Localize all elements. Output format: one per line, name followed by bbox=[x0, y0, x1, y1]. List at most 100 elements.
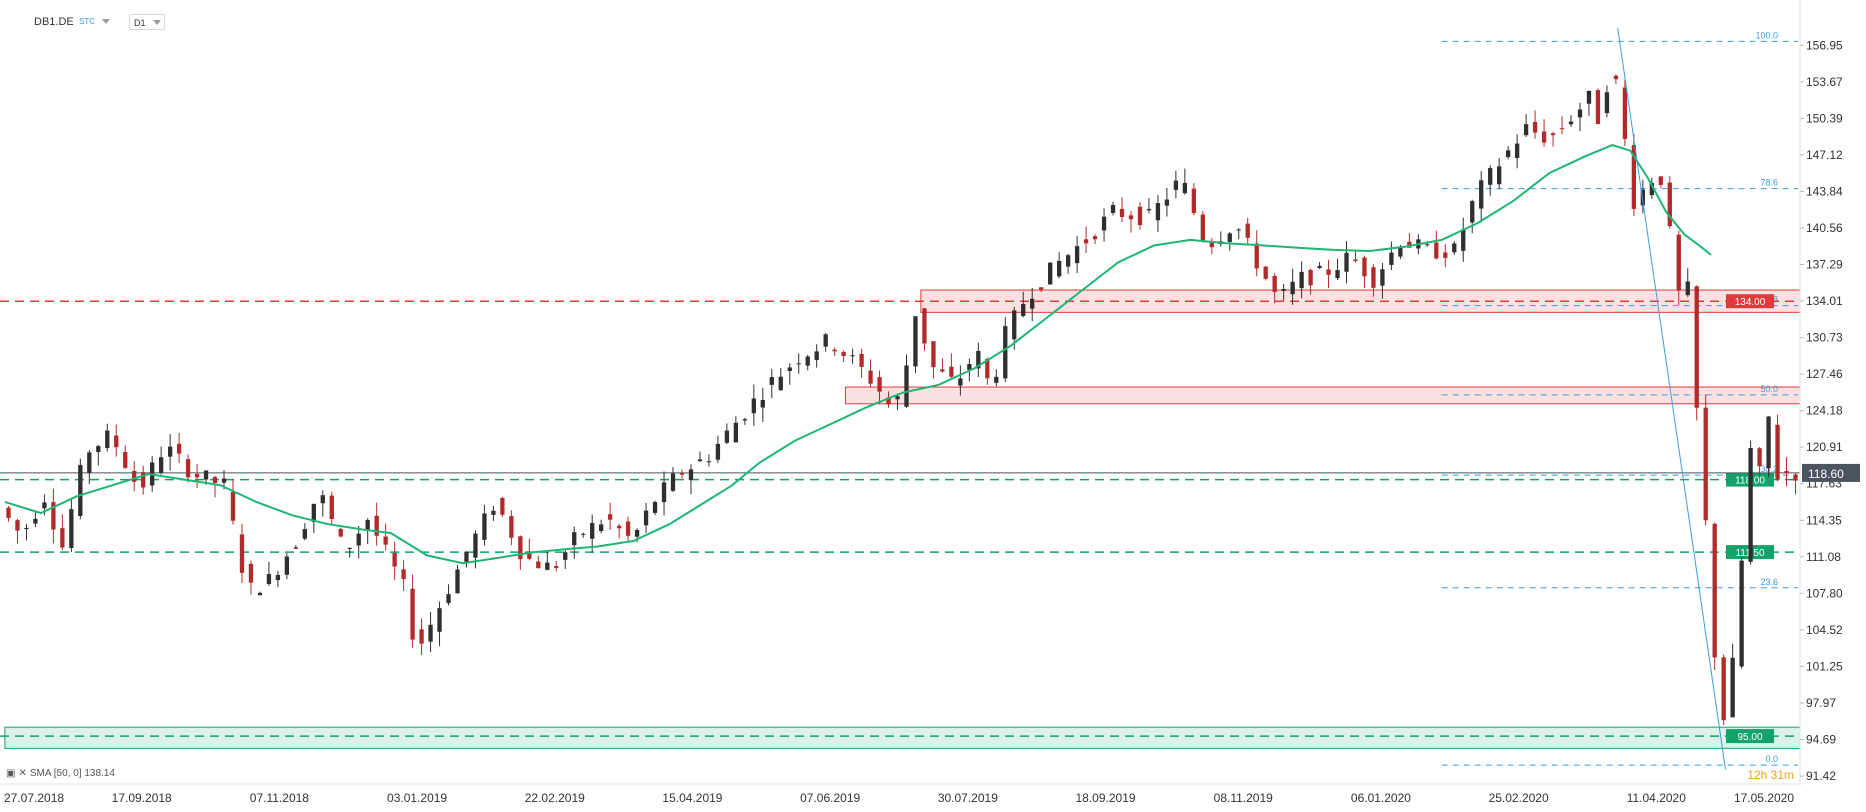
candle-body bbox=[760, 399, 765, 408]
candle-body bbox=[320, 495, 325, 504]
candle-body bbox=[1371, 267, 1376, 288]
y-tick-label: 127.46 bbox=[1806, 367, 1843, 381]
candle-body bbox=[1056, 260, 1062, 277]
candle-body bbox=[428, 624, 433, 642]
candle-body bbox=[473, 533, 478, 558]
candle-body bbox=[1505, 150, 1511, 158]
candle-body bbox=[1443, 252, 1448, 258]
candle-body bbox=[832, 349, 837, 352]
candle-body bbox=[1308, 269, 1313, 286]
fib-level-label: 78.6 bbox=[1760, 178, 1778, 188]
candle-body bbox=[985, 359, 990, 379]
candle-body bbox=[1793, 474, 1798, 481]
candle-body bbox=[446, 594, 451, 604]
candle-body bbox=[1488, 168, 1493, 185]
eye-icon[interactable]: ▣ bbox=[6, 768, 16, 779]
candle-body bbox=[158, 457, 164, 473]
candle-body bbox=[850, 355, 855, 357]
candle-body bbox=[1613, 75, 1619, 80]
candle-body bbox=[185, 459, 191, 478]
timeframe-select[interactable]: D1 bbox=[129, 14, 165, 30]
candle-body bbox=[940, 369, 945, 372]
sma-layer bbox=[4, 144, 1712, 565]
candle-body bbox=[661, 482, 667, 503]
candle-body bbox=[1757, 448, 1762, 467]
x-tick-label: 08.11.2019 bbox=[1214, 791, 1273, 805]
candle-body bbox=[572, 532, 577, 546]
candle-body bbox=[1559, 128, 1565, 130]
y-tick-label: 91.42 bbox=[1806, 769, 1836, 783]
candle-body bbox=[949, 366, 954, 377]
candle-body bbox=[1461, 229, 1466, 251]
x-tick-label: 07.06.2019 bbox=[800, 791, 860, 805]
chevron-down-icon bbox=[153, 20, 161, 25]
candle-body bbox=[123, 451, 128, 468]
candle-body bbox=[976, 350, 981, 369]
y-tick-label: 107.80 bbox=[1806, 586, 1843, 600]
candle-body bbox=[1425, 244, 1430, 246]
candle-body bbox=[913, 316, 918, 367]
candle-body bbox=[1299, 271, 1304, 289]
candle-body bbox=[1577, 109, 1583, 118]
candle-body bbox=[886, 397, 891, 405]
level-tag-support bbox=[1726, 729, 1774, 744]
candle-body bbox=[733, 422, 739, 443]
x-tick-label: 22.02.2019 bbox=[525, 791, 585, 805]
chevron-down-icon[interactable] bbox=[102, 19, 110, 24]
candle-body bbox=[805, 356, 810, 366]
candle-body bbox=[868, 370, 873, 384]
x-tick-label: 06.01.2020 bbox=[1351, 791, 1411, 805]
candle-body bbox=[338, 528, 343, 537]
candle-body bbox=[1191, 188, 1197, 214]
candle-body bbox=[787, 367, 792, 372]
candle-body bbox=[1182, 182, 1188, 194]
y-tick-label: 147.12 bbox=[1806, 148, 1843, 162]
y-tick-label: 137.29 bbox=[1806, 258, 1843, 272]
candle-body bbox=[590, 523, 595, 539]
candle-body bbox=[275, 574, 281, 581]
candle-body bbox=[257, 592, 263, 596]
candle-body bbox=[1398, 246, 1403, 257]
y-tick-label: 130.73 bbox=[1806, 331, 1843, 345]
candle-body bbox=[302, 529, 307, 539]
candle-body bbox=[266, 574, 272, 584]
candle-body bbox=[1514, 143, 1520, 159]
x-tick-label: 11.04.2020 bbox=[1627, 791, 1686, 805]
x-tick-label: 17.09.2018 bbox=[112, 791, 172, 805]
candle-body bbox=[1353, 259, 1358, 262]
sma-line bbox=[4, 144, 1712, 565]
timeframe-value: D1 bbox=[134, 18, 146, 28]
fib-level-label: 38.2 bbox=[1760, 464, 1778, 474]
candle-body bbox=[1344, 252, 1349, 272]
symbol-label[interactable]: DB1.DE bbox=[34, 16, 74, 28]
candle-body bbox=[1074, 246, 1080, 264]
candle-body bbox=[33, 518, 38, 524]
candle-body bbox=[464, 551, 469, 562]
candle-body bbox=[293, 547, 299, 549]
close-icon[interactable]: ✕ bbox=[18, 768, 27, 779]
candle-body bbox=[69, 509, 74, 548]
candle-body bbox=[410, 588, 415, 640]
candle-body bbox=[1380, 269, 1385, 286]
candle-body bbox=[625, 521, 631, 536]
x-tick-label: 18.09.2019 bbox=[1076, 791, 1136, 805]
candle-body bbox=[1155, 203, 1161, 221]
candle-body bbox=[1389, 252, 1394, 265]
candle-body bbox=[796, 363, 801, 365]
sma-legend-text: SMA [50, 0] 138.14 bbox=[29, 768, 115, 779]
candle-body bbox=[1281, 288, 1286, 291]
candle-body bbox=[1685, 281, 1690, 296]
candle-body bbox=[634, 529, 640, 537]
x-tick-label: 27.07.2018 bbox=[4, 791, 64, 805]
candle-body bbox=[329, 495, 334, 519]
candle-body bbox=[1658, 176, 1663, 185]
candle-body bbox=[1209, 242, 1214, 248]
chart-type-button[interactable]: STC bbox=[79, 17, 95, 26]
candle-body bbox=[1164, 199, 1170, 206]
candle-body bbox=[1730, 657, 1735, 718]
candle-body bbox=[176, 443, 182, 454]
candle-body bbox=[347, 547, 352, 549]
candle-body bbox=[491, 510, 496, 515]
candle-body bbox=[814, 351, 819, 360]
